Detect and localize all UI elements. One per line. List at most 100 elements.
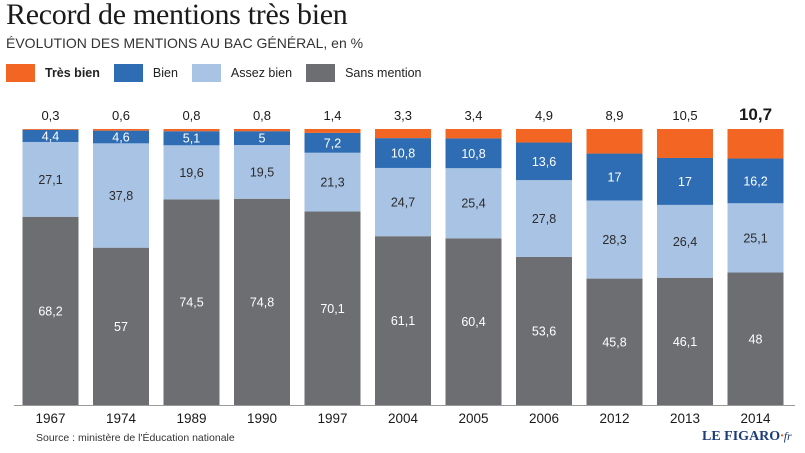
x-tick-label: 2005: [458, 411, 488, 426]
data-label-tres-bien: 4,9: [535, 108, 553, 123]
bar-segment-assez-bien: [445, 168, 502, 239]
data-label-tres-bien: 1,4: [323, 108, 341, 123]
data-label-tres-bien: 0,8: [253, 108, 271, 123]
data-label-tres-bien: 10,7: [739, 105, 772, 124]
le-figaro-logo: LE FIGARO·fr: [702, 429, 792, 445]
data-label-bien: 5,1: [183, 132, 200, 146]
bar-segment-tres-bien: [586, 129, 643, 154]
data-label-assez-bien: 24,7: [391, 196, 415, 210]
data-label-bien: 16,2: [743, 174, 767, 188]
bar-segment-bien: [234, 131, 290, 145]
bar-segment-tres-bien: [375, 129, 431, 139]
data-label-sans-mention: 53,6: [532, 324, 556, 338]
bar-segment-bien: [445, 138, 502, 169]
bar-segment-tres-bien: [234, 129, 290, 132]
data-label-tres-bien: 0,6: [112, 108, 130, 123]
data-label-assez-bien: 25,4: [461, 197, 485, 211]
data-label-sans-mention: 74,8: [250, 295, 274, 309]
data-label-bien: 5: [259, 132, 266, 146]
legend: Très bien Bien Assez bien Sans mention: [6, 62, 436, 84]
bar-segment-assez-bien: [657, 204, 713, 278]
data-label-assez-bien: 37,8: [109, 189, 133, 203]
data-label-tres-bien: 3,4: [464, 108, 482, 123]
data-label-sans-mention: 46,1: [673, 335, 697, 349]
x-tick-label: 2014: [740, 411, 771, 426]
bar-segment-sans-mention: [163, 199, 220, 405]
bar-segment-sans-mention: [304, 211, 361, 405]
data-label-bien: 10,8: [461, 147, 485, 161]
bar-segment-bien: [657, 157, 713, 205]
data-label-bien: 17: [608, 171, 622, 185]
data-label-sans-mention: 74,5: [179, 296, 203, 310]
x-tick-label: 1974: [106, 411, 137, 426]
bar-segment-sans-mention: [375, 236, 431, 405]
bar-segment-tres-bien: [163, 129, 220, 132]
data-label-assez-bien: 25,1: [743, 231, 767, 245]
x-tick-label: 2013: [670, 411, 700, 426]
bar-segment-assez-bien: [516, 180, 572, 257]
legend-label-sans-mention: Sans mention: [345, 66, 422, 80]
data-label-sans-mention: 48: [749, 332, 763, 346]
data-label-assez-bien: 27,8: [532, 212, 556, 226]
data-label-sans-mention: 70,1: [320, 302, 344, 316]
source-note: Source : ministère de l'Éducation nation…: [36, 432, 235, 444]
data-label-bien: 4,4: [42, 129, 59, 143]
bar-segment-tres-bien: [445, 129, 502, 139]
data-label-bien: 10,8: [391, 147, 415, 161]
legend-swatch-assez-bien: [191, 64, 221, 82]
bar-segment-assez-bien: [163, 145, 220, 200]
legend-label-bien: Bien: [152, 66, 178, 80]
bar-segment-bien: [93, 130, 149, 144]
data-label-assez-bien: 19,5: [250, 165, 274, 179]
data-label-sans-mention: 60,4: [461, 315, 485, 329]
data-label-tres-bien: 10,5: [672, 108, 697, 123]
legend-swatch-sans-mention: [306, 64, 336, 82]
chart-title: Record de mentions très bien: [6, 0, 348, 31]
legend-item-bien: Bien: [113, 64, 178, 82]
chart-subtitle: ÉVOLUTION DES MENTIONS AU BAC GÉNÉRAL, e…: [6, 35, 364, 51]
logo-text: LE FIGARO: [702, 429, 781, 444]
bar-segment-sans-mention: [22, 216, 79, 405]
bar-segment-bien: [163, 131, 220, 146]
bar-segment-bien: [727, 158, 784, 204]
bar-segment-sans-mention: [234, 198, 290, 405]
bar-segment-tres-bien: [727, 129, 784, 159]
bar-segment-assez-bien: [727, 203, 784, 273]
bar-segment-sans-mention: [727, 272, 784, 405]
x-tick-label: 1967: [35, 411, 65, 426]
bar-segment-tres-bien: [657, 129, 713, 158]
data-label-bien: 17: [678, 175, 692, 189]
bar-segment-bien: [516, 142, 572, 181]
data-label-sans-mention: 61,1: [391, 314, 415, 328]
data-label-assez-bien: 27,1: [38, 173, 62, 187]
data-label-sans-mention: 45,8: [602, 335, 626, 349]
bar-segment-assez-bien: [22, 141, 79, 217]
legend-item-assez-bien: Assez bien: [191, 64, 293, 82]
bar-segment-assez-bien: [586, 200, 643, 279]
bar-segment-bien: [375, 138, 431, 168]
legend-label-assez-bien: Assez bien: [230, 66, 293, 80]
data-label-bien: 4,6: [112, 131, 129, 145]
x-tick-label: 1990: [247, 411, 277, 426]
bar-segment-tres-bien: [516, 129, 572, 143]
bar-segment-tres-bien: [93, 129, 149, 131]
data-label-assez-bien: 19,6: [179, 166, 203, 180]
legend-swatch-tres-bien: [6, 64, 35, 82]
data-label-assez-bien: 28,3: [602, 233, 626, 247]
bar-segment-tres-bien: [304, 129, 361, 133]
data-label-sans-mention: 68,2: [38, 304, 62, 318]
bar-segment-sans-mention: [586, 278, 643, 405]
data-label-tres-bien: 8,9: [605, 108, 623, 123]
bar-segment-assez-bien: [304, 152, 361, 212]
x-tick-label: 1989: [176, 411, 206, 426]
bar-segment-sans-mention: [93, 247, 149, 405]
bar-segment-bien: [22, 129, 79, 142]
x-tick-label: 2012: [599, 411, 629, 426]
legend-item-tres-bien: Très bien: [6, 64, 100, 82]
data-label-bien: 7,2: [324, 136, 341, 150]
bar-segment-tres-bien: [22, 129, 79, 130]
bar-segment-sans-mention: [657, 277, 713, 405]
data-label-assez-bien: 26,4: [673, 235, 697, 249]
bar-segment-bien: [586, 153, 643, 201]
